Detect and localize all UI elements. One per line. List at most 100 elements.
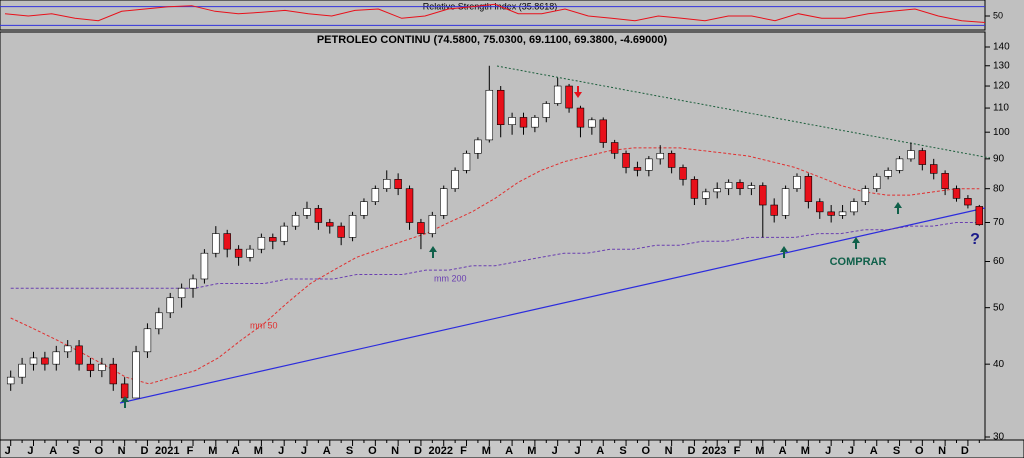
candle-body xyxy=(223,233,231,250)
x-tick-label: M xyxy=(208,445,217,457)
candle-body xyxy=(212,233,220,254)
buy-arrow xyxy=(894,202,902,214)
candle-body xyxy=(907,150,915,160)
candle-body xyxy=(86,363,95,371)
y-tick-label: 110 xyxy=(993,103,1009,114)
candle-body xyxy=(177,287,186,299)
candle-body xyxy=(610,142,619,154)
x-tick-label: A xyxy=(232,445,240,457)
x-tick-label: O xyxy=(915,445,924,457)
x-tick-label: O xyxy=(642,445,651,457)
candle-body xyxy=(98,363,106,371)
y-tick-label: 140 xyxy=(993,42,1010,53)
x-tick-label: M xyxy=(755,445,764,457)
x-tick-label: J xyxy=(552,445,558,457)
candle-body xyxy=(952,188,961,199)
candle-body xyxy=(417,222,425,234)
candle-body xyxy=(873,176,881,189)
candle-body xyxy=(291,215,300,227)
marks: 30 40 50 60 70 80 90 100 110 120 130 140 J J A S O N D 2021… xyxy=(0,3,1010,457)
x-tick-label: J xyxy=(825,445,831,457)
candle-body xyxy=(485,89,494,141)
candle-body xyxy=(713,188,721,193)
candle-body xyxy=(542,103,550,118)
candle-body xyxy=(189,278,197,289)
candle-body xyxy=(462,152,471,171)
candle-body xyxy=(326,222,334,227)
x-tick-label: 2021 xyxy=(155,445,179,457)
candle-body xyxy=(679,167,687,180)
x-tick-label: F xyxy=(734,445,741,457)
x-tick-label: D xyxy=(961,445,969,457)
candle-body xyxy=(63,345,72,353)
y-tick-label: 90 xyxy=(993,154,1005,165)
x-tick-label: J xyxy=(27,445,33,457)
candle-body xyxy=(474,139,482,154)
candle-body xyxy=(736,182,744,189)
candle-body xyxy=(360,201,368,216)
candle-body xyxy=(975,206,984,226)
x-tick-label: D xyxy=(414,445,422,457)
candle-body xyxy=(804,176,813,202)
candle-body xyxy=(75,345,83,365)
candle-body xyxy=(508,117,516,126)
x-tick-label: N xyxy=(118,445,126,457)
x-tick-label: A xyxy=(870,445,878,457)
x-tick-label: D xyxy=(140,445,148,457)
x-tick-label: S xyxy=(893,445,900,457)
x-tick-label: 2022 xyxy=(428,445,452,457)
x-tick-label: O xyxy=(95,445,104,457)
candle-body xyxy=(793,176,801,189)
chart-title: PETROLEO CONTINU (74.5800, 75.0300, 69.1… xyxy=(317,34,668,46)
candle-body xyxy=(918,150,927,165)
candle-body xyxy=(234,248,243,258)
x-tick-label: F xyxy=(460,445,467,457)
x-tick-label: O xyxy=(368,445,377,457)
x-tick-label: A xyxy=(49,445,57,457)
buy-arrow xyxy=(780,246,788,258)
sell-arrow xyxy=(574,86,582,98)
y-tick-label: 50 xyxy=(993,10,1003,20)
x-tick-label: M xyxy=(482,445,491,457)
x-tick-label: M xyxy=(527,445,536,457)
candle-body xyxy=(827,211,835,216)
candle-body xyxy=(440,188,448,216)
candle-body xyxy=(895,158,904,171)
candle-body xyxy=(496,89,505,126)
x-tick-label: J xyxy=(848,445,854,457)
candle-body xyxy=(371,188,380,202)
x-tick-label: S xyxy=(346,445,353,457)
candle-body xyxy=(257,237,266,250)
support-line xyxy=(119,207,986,404)
candle-body xyxy=(166,297,174,314)
buy-arrows xyxy=(121,202,902,408)
candle-body xyxy=(18,363,26,378)
candle-body xyxy=(576,107,585,128)
y-tick-label: 130 xyxy=(993,60,1010,71)
candle-body xyxy=(781,188,790,216)
x-tick-label: S xyxy=(72,445,79,457)
x-tick-label: A xyxy=(323,445,331,457)
candle-body xyxy=(633,167,642,171)
candle-body xyxy=(724,182,733,189)
candle-body xyxy=(29,357,38,365)
candle-body xyxy=(280,225,288,242)
candle-body xyxy=(52,351,60,365)
buy-arrow xyxy=(121,396,129,408)
ma-label: mm 50 xyxy=(250,320,278,330)
candle-body xyxy=(770,204,778,216)
x-tick-label: N xyxy=(938,445,946,457)
y-tick-label: 40 xyxy=(993,359,1005,370)
x-tick-label: 2023 xyxy=(702,445,726,457)
x-tick-label: J xyxy=(5,445,11,457)
candle-body xyxy=(428,215,437,234)
x-tick-label: J xyxy=(301,445,307,457)
candle-body xyxy=(702,191,710,199)
candle-body xyxy=(143,328,152,353)
candle-body xyxy=(405,188,414,223)
candle-body xyxy=(759,185,767,206)
moving-average xyxy=(10,147,980,385)
candle-body xyxy=(553,85,562,104)
candle-body xyxy=(394,179,402,189)
candle-body xyxy=(667,152,676,168)
